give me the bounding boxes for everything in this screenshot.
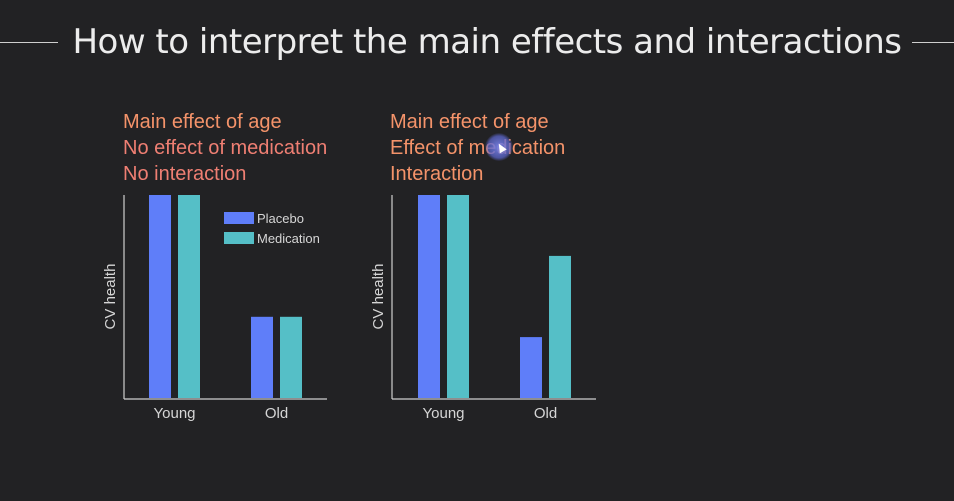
legend-swatch [224, 232, 254, 244]
title-rule-right [912, 42, 954, 43]
cursor-highlight [485, 133, 513, 161]
bar [549, 255, 571, 398]
title-rule-left [0, 42, 58, 43]
x-tick-label: Young [423, 405, 465, 422]
bar [447, 195, 469, 398]
caption-interaction: Interaction [390, 163, 484, 185]
caption-medication-effect: Effect of medication [390, 137, 566, 159]
bar [418, 195, 440, 398]
legend-label: Placebo [257, 211, 304, 226]
x-tick-label: Old [265, 405, 288, 422]
x-tick-label: Old [534, 405, 557, 422]
title-row: How to interpret the main effects and in… [0, 18, 954, 68]
chart-1-captions: Main effect of age No effect of medicati… [123, 109, 327, 187]
chart-2-captions: Main effect of age Effect of medication … [390, 109, 565, 187]
bar [178, 195, 200, 398]
caption-age-effect: Main effect of age [123, 111, 282, 133]
x-tick-label: Young [154, 405, 196, 422]
caption-age-effect: Main effect of age [390, 111, 549, 133]
bar [251, 316, 273, 398]
bar [280, 316, 302, 398]
y-axis-label: CV health [370, 264, 387, 330]
y-axis-label: CV health [102, 264, 119, 330]
legend-label: Medication [257, 231, 320, 246]
bar [149, 195, 171, 398]
caption-medication-effect: No effect of medication [123, 137, 328, 159]
caption-interaction: No interaction [123, 163, 247, 185]
bar [520, 337, 542, 398]
slide-title: How to interpret the main effects and in… [72, 22, 902, 62]
legend-swatch [224, 212, 254, 224]
